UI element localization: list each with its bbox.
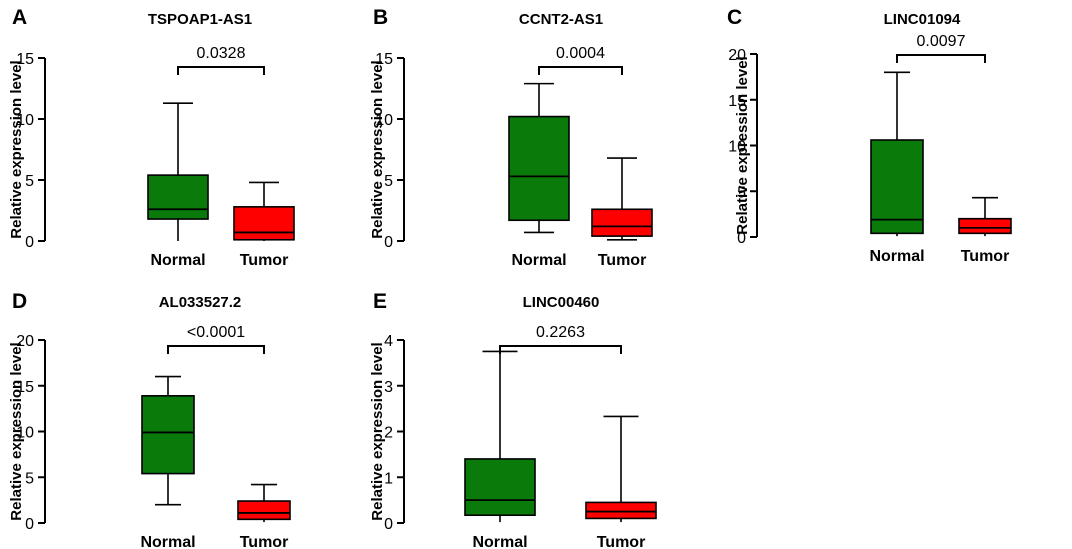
significance-bracket [538,66,623,75]
y-axis-title: Relative expression level [8,60,25,238]
significance-bracket [167,345,265,354]
panel-title: LINC01094 [884,11,961,28]
y-tick-label: 3 [384,379,393,396]
category-label: Tumor [240,534,289,549]
box-tumor [591,157,653,241]
y-axis-title: Relative expression level [8,342,25,520]
y-tick-label: 5 [25,173,34,190]
significance-bracket [896,54,986,63]
iqr-box [464,458,536,517]
panel-letter: D [12,290,27,313]
box-normal [141,375,195,506]
y-tick-label: 15 [16,51,34,68]
y-tick-label: 20 [728,47,746,64]
y-tick-label: 15 [375,51,393,68]
box-normal [147,102,209,241]
iqr-box [237,500,291,521]
category-label: Tumor [598,252,647,269]
y-tick-label: 5 [384,173,393,190]
y-tick-label: 0 [384,516,393,533]
y-tick-label: 0 [25,516,34,533]
y-tick-label: 0 [25,234,34,251]
box-tumor [237,483,291,523]
category-label: Tumor [240,252,289,269]
y-tick-label: 10 [375,112,393,129]
p-value-label: 0.0328 [197,45,246,62]
iqr-box [958,217,1012,235]
y-tick-label: 5 [25,470,34,487]
panel-letter: B [373,6,388,29]
y-tick-label: 10 [16,425,34,442]
p-value-label: 0.0097 [917,33,966,50]
y-tick-label: 0 [737,230,746,247]
category-label: Tumor [597,534,646,549]
y-axis-title: Relative expression level [369,60,386,238]
box-tumor [233,181,295,241]
y-axis-title: Relative expression level [369,342,386,520]
iqr-box [508,115,570,222]
significance-bracket [177,66,265,75]
category-label: Normal [140,534,195,549]
box-tumor [585,415,657,523]
box-tumor [958,196,1012,237]
iqr-box [147,174,209,220]
category-label: Tumor [961,248,1010,265]
category-label: Normal [150,252,205,269]
panel-title: LINC00460 [523,294,600,311]
panel-letter: A [12,6,27,29]
y-tick-label: 15 [728,93,746,110]
box-normal [508,82,570,234]
panel-title: AL033527.2 [159,294,242,311]
iqr-box [141,395,195,475]
p-value-label: 0.2263 [536,324,585,341]
panel-letter: E [373,290,387,313]
iqr-box [591,208,653,237]
y-tick-label: 15 [16,379,34,396]
category-label: Normal [511,252,566,269]
y-axis-title: Relative expression level [734,56,751,234]
p-value-label: 0.0004 [556,45,605,62]
box-normal [464,350,536,523]
box-normal [870,71,924,237]
y-tick-label: 2 [384,425,393,442]
panel-letter: C [727,6,742,29]
panel-title: CCNT2-AS1 [519,11,603,28]
significance-bracket [499,345,622,354]
y-tick-label: 5 [737,184,746,201]
iqr-box [585,501,657,520]
y-tick-label: 20 [16,333,34,350]
iqr-box [870,139,924,235]
y-tick-label: 1 [384,470,393,487]
p-value-label: <0.0001 [187,324,245,341]
y-tick-label: 0 [384,234,393,251]
category-label: Normal [869,248,924,265]
panel-title: TSPOAP1-AS1 [148,11,252,28]
y-tick-label: 10 [16,112,34,129]
y-tick-label: 4 [384,333,393,350]
y-tick-label: 10 [728,139,746,156]
category-label: Normal [472,534,527,549]
iqr-box [233,206,295,241]
